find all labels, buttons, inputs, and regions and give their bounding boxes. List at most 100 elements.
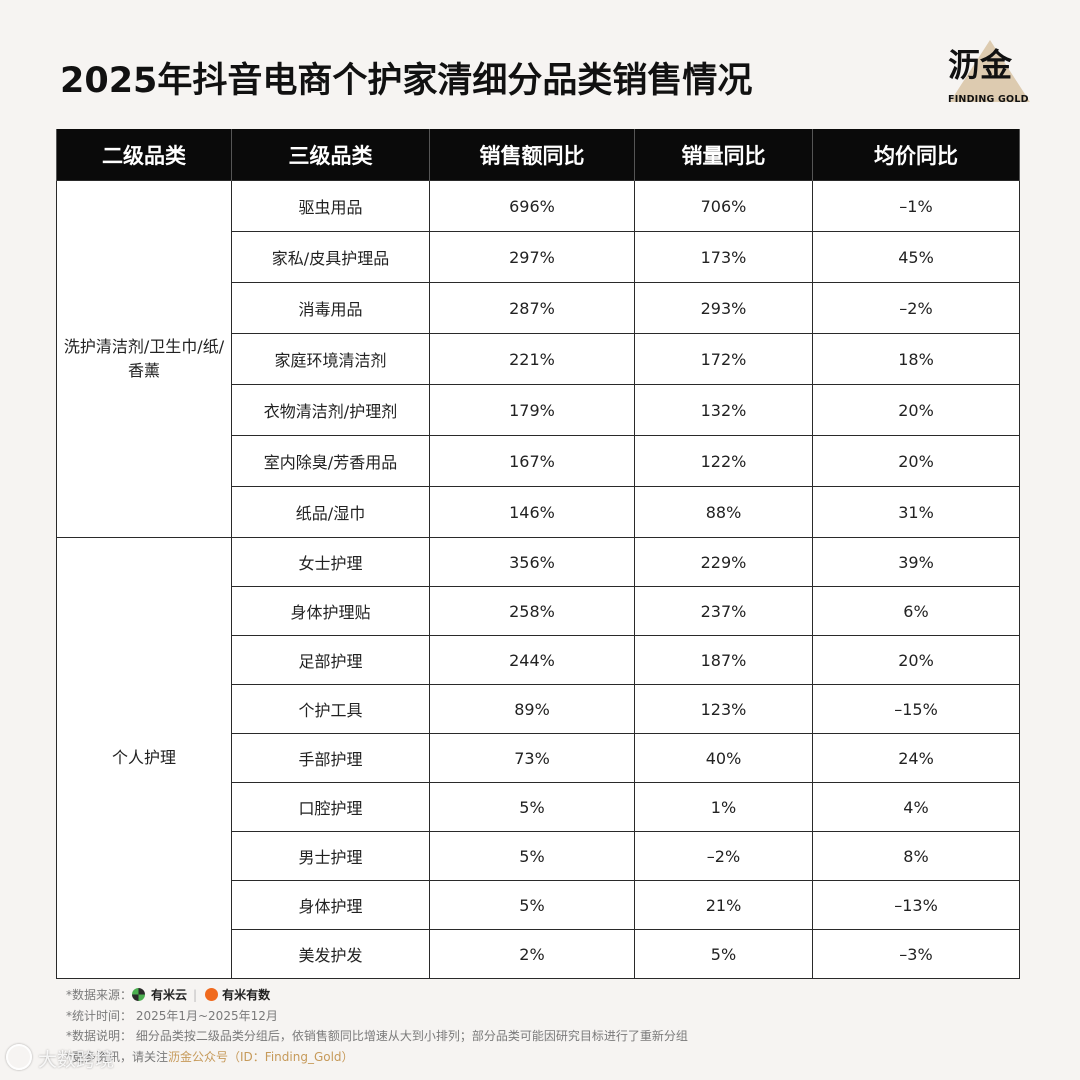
logo-text: 沥金 [948,46,1013,84]
volume-yoy-cell: 1% [634,782,813,832]
footer-follow: *更多资讯，请关注沥金公众号（ID：Finding_Gold） [66,1047,688,1068]
watermark-logo-icon [6,1044,32,1070]
youmi-cloud-logo-icon [132,988,146,1001]
table-row: 手部护理 73% 40% 24% [57,733,1020,783]
sales-yoy-cell: 73% [429,733,635,783]
table-row: 个人护理 女士护理 356% 229% 39% [56,537,1020,979]
sales-yoy-cell: 5% [429,782,635,832]
price-yoy-cell: 20% [812,435,1020,487]
page-title: 2025年抖音电商个护家清细分品类销售情况 [60,61,753,101]
table-header-row: 二级品类 三级品类 销售额同比 销量同比 均价同比 [56,129,1020,181]
table-row: 洗护清洁剂/卫生巾/纸/香薰 驱虫用品 696% 706% –1% [56,180,1020,538]
price-yoy-cell: –3% [812,929,1020,979]
subcategory-cell: 美发护发 [231,929,430,979]
sales-yoy-cell: 146% [429,486,635,538]
volume-yoy-cell: 173% [634,231,813,283]
price-yoy-cell: –2% [812,282,1020,334]
brand-logo: 沥金 FINDING GOLD [944,36,1030,112]
table-row: 室内除臭/芳香用品 167% 122% 20% [57,435,1020,487]
volume-yoy-cell: 88% [634,486,813,538]
subcategory-cell: 身体护理贴 [231,586,430,636]
sales-yoy-cell: 297% [429,231,635,283]
subcategory-cell: 个护工具 [231,684,430,734]
sales-yoy-cell: 5% [429,880,635,930]
price-yoy-cell: –1% [812,180,1020,232]
subcategory-cell: 驱虫用品 [231,180,430,232]
sales-table: 二级品类 三级品类 销售额同比 销量同比 均价同比 洗护清洁剂/卫生巾/纸/香薰… [56,129,1020,979]
subcategory-cell: 衣物清洁剂/护理剂 [231,384,430,436]
volume-yoy-cell: 237% [634,586,813,636]
footer-period: *统计时间： 2025年1月~2025年12月 [66,1008,278,1023]
table-row: 身体护理 5% 21% –13% [57,880,1020,930]
price-yoy-cell: 4% [812,782,1020,832]
footer-source: *数据来源： 有米云 | 有米有数 [66,985,688,1006]
price-yoy-cell: –15% [812,684,1020,734]
volume-yoy-cell: 40% [634,733,813,783]
volume-yoy-cell: 123% [634,684,813,734]
logo-subtext: FINDING GOLD [948,94,1029,105]
source-brand-2: 有米有数 [222,988,271,1002]
volume-yoy-cell: 21% [634,880,813,930]
header-price-yoy: 均价同比 [812,129,1020,181]
table-row: 身体护理贴 258% 237% 6% [57,586,1020,636]
source-brand-1: 有米云 [151,988,188,1002]
group-name-cell: 个人护理 [56,537,232,979]
footer-notes: *数据来源： 有米云 | 有米有数 *统计时间： 2025年1月~2025年12月 *… [66,985,688,1067]
subcategory-cell: 女士护理 [231,537,430,587]
table-row: 个护工具 89% 123% –15% [57,684,1020,734]
group-name-cell: 洗护清洁剂/卫生巾/纸/香薰 [56,180,232,538]
sales-yoy-cell: 287% [429,282,635,334]
price-yoy-cell: 20% [812,635,1020,685]
header-sales-yoy: 销售额同比 [429,129,635,181]
subcategory-cell: 室内除臭/芳香用品 [231,435,430,487]
sales-yoy-cell: 89% [429,684,635,734]
volume-yoy-cell: 122% [634,435,813,487]
subcategory-cell: 家庭环境清洁剂 [231,333,430,385]
volume-yoy-cell: 5% [634,929,813,979]
sales-yoy-cell: 221% [429,333,635,385]
header-level2-category: 二级品类 [56,129,232,181]
youmi-data-logo-icon [205,988,219,1001]
price-yoy-cell: 45% [812,231,1020,283]
table-row: 消毒用品 287% 293% –2% [57,282,1020,334]
volume-yoy-cell: –2% [634,831,813,881]
source-separator: | [193,988,198,1002]
sales-yoy-cell: 5% [429,831,635,881]
logo-triangle-icon [950,40,1030,102]
sales-yoy-cell: 179% [429,384,635,436]
header-volume-yoy: 销量同比 [634,129,813,181]
subcategory-cell: 身体护理 [231,880,430,930]
sales-yoy-cell: 696% [429,180,635,232]
subcategory-cell: 消毒用品 [231,282,430,334]
subcategory-cell: 纸品/湿巾 [231,486,430,538]
sales-yoy-cell: 2% [429,929,635,979]
subcategory-cell: 口腔护理 [231,782,430,832]
footer-note: *数据说明： 细分品类按二级品类分组后，依销售额同比增速从大到小排列；部分品类可… [66,1029,688,1043]
volume-yoy-cell: 132% [634,384,813,436]
sales-yoy-cell: 258% [429,586,635,636]
watermark-text: 大数跨境 [38,1049,115,1071]
follow-prefix: *更多资讯，请关注 [66,1049,169,1064]
price-yoy-cell: –13% [812,880,1020,930]
price-yoy-cell: 20% [812,384,1020,436]
sales-yoy-cell: 356% [429,537,635,587]
volume-yoy-cell: 706% [634,180,813,232]
subcategory-cell: 男士护理 [231,831,430,881]
volume-yoy-cell: 229% [634,537,813,587]
subcategory-cell: 手部护理 [231,733,430,783]
price-yoy-cell: 39% [812,537,1020,587]
price-yoy-cell: 31% [812,486,1020,538]
volume-yoy-cell: 187% [634,635,813,685]
price-yoy-cell: 18% [812,333,1020,385]
table-row: 纸品/湿巾 146% 88% 31% [57,486,1020,538]
table-row: 家庭环境清洁剂 221% 172% 18% [57,333,1020,385]
table-row: 家私/皮具护理品 297% 173% 45% [57,231,1020,283]
watermark: 大数跨境 [6,1044,114,1072]
volume-yoy-cell: 293% [634,282,813,334]
subcategory-cell: 家私/皮具护理品 [231,231,430,283]
header-level3-category: 三级品类 [231,129,430,181]
sales-yoy-cell: 244% [429,635,635,685]
table-row: 衣物清洁剂/护理剂 179% 132% 20% [57,384,1020,436]
table-row: 美发护发 2% 5% –3% [57,929,1020,979]
table-row: 口腔护理 5% 1% 4% [57,782,1020,832]
